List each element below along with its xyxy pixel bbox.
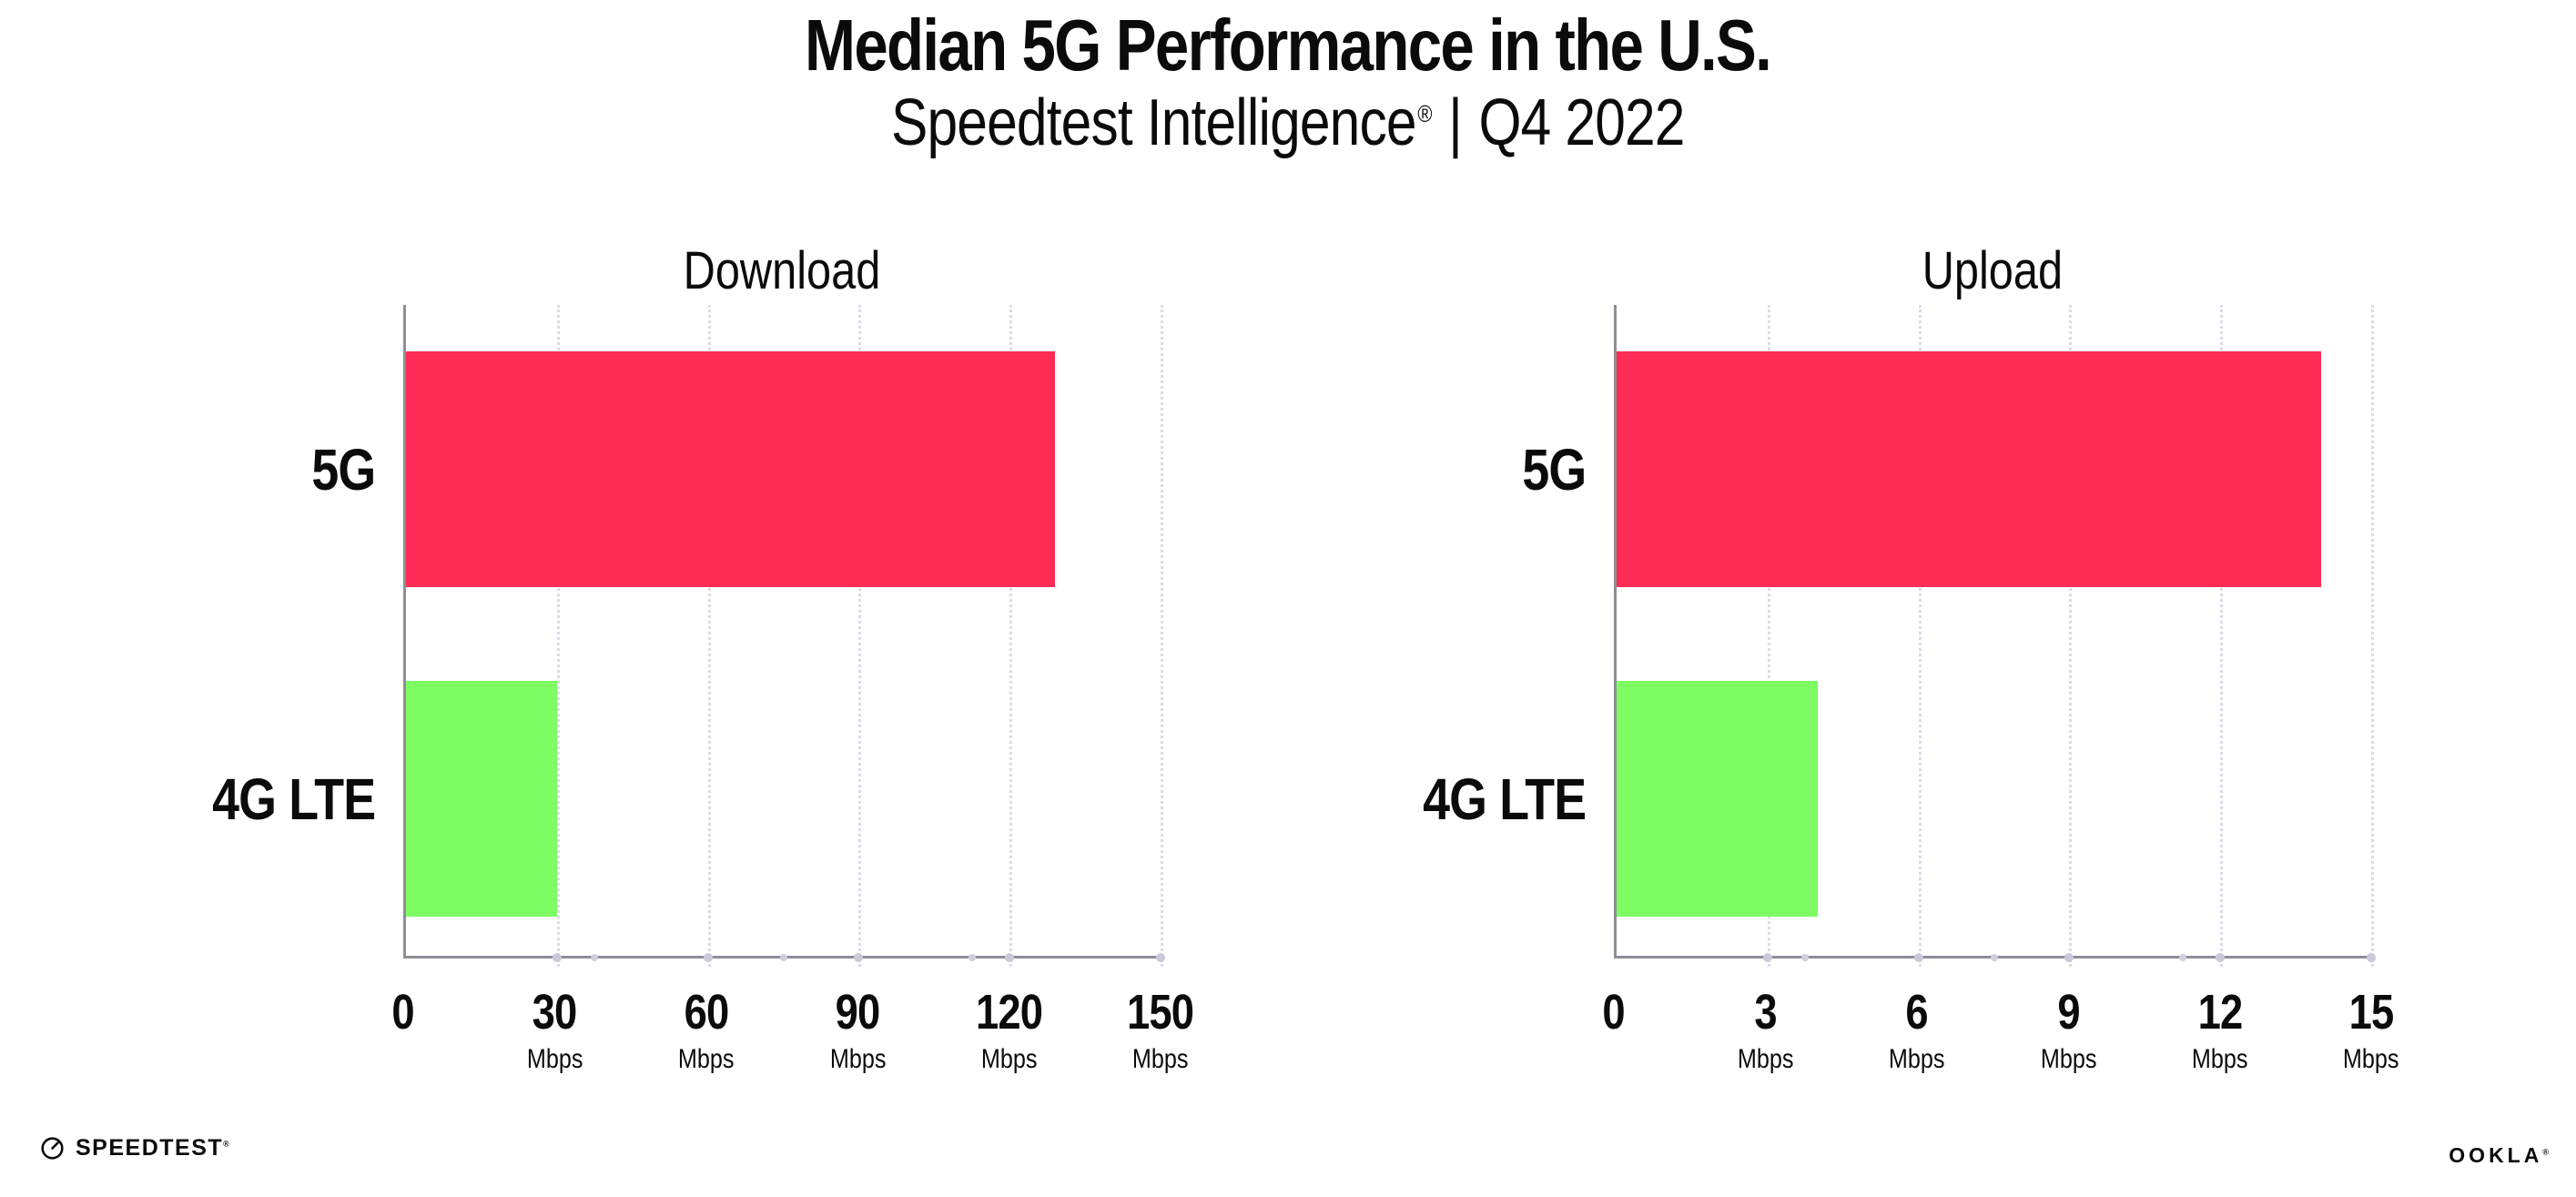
upload-chart: Upload 5G 4G LTE 0 3 Mbps 6 Mbps 9 Mbps 12 Mbps 15… [1423,241,2399,1073]
tick-label-0: 0 [1505,988,1723,1037]
minor-tick-dot [1990,954,1998,961]
ookla-logo-text: OOKLA [2449,1143,2543,1167]
tick-number: 150 [1127,985,1194,1040]
minor-tick-dot [2178,954,2186,961]
axis-tick-dot-9 [2064,953,2074,962]
speedtest-registered-mark: ® [223,1139,231,1149]
category-label-5g: 5G [1521,436,1587,502]
axis-tick-dot-150 [1156,953,1165,962]
axis-tick-dot-3 [1762,953,1772,962]
upload-plot-area: 5G 4G LTE [1423,305,2376,967]
gridline-12 [2220,305,2224,967]
axis-tick-dot-30 [552,953,562,962]
tick-unit: Mbps [829,1044,886,1074]
bar-5g [1617,350,2321,587]
gridline-60 [707,305,711,967]
gridline-3 [1767,305,1770,967]
category-label-5g: 5G [310,436,376,502]
page-subtitle: Speedtest Intelligence® | Q4 2022 [0,86,2576,160]
tick-number: 60 [684,985,729,1040]
tick-label-90: 90 Mbps [748,988,967,1073]
page-title: Median 5G Performance in the U.S. [0,5,2576,86]
gridline-120 [1009,305,1013,967]
tick-label-0: 0 [294,988,512,1037]
tick-unit: Mbps [2040,1044,2096,1074]
gridline-9 [2069,305,2073,967]
speedtest-logo: SPEEDTEST® [40,1135,230,1161]
tick-number: 0 [1602,985,1626,1040]
download-chart-title: Download [683,241,881,300]
tick-unit: Mbps [1132,1044,1189,1074]
gridline-30 [556,305,560,967]
bar-4g-lte [1617,681,1819,918]
tick-number: 15 [2348,985,2395,1040]
minor-tick-dot [591,954,599,961]
gridline-6 [1918,305,1922,967]
tick-number: 12 [2197,985,2243,1040]
tick-number: 120 [976,985,1043,1040]
tick-unit: Mbps [980,1044,1038,1074]
subtitle-period: Q4 2022 [1478,86,1686,159]
tick-number: 0 [391,985,415,1040]
tick-label-3: 3 Mbps [1656,988,1874,1073]
tick-number: 9 [2056,985,2080,1040]
tick-label-15: 15 Mbps [2262,988,2480,1073]
download-x-axis-labels: 0 30 Mbps 60 Mbps 90 Mbps 120 Mbps 150 Mbps [392,988,1195,1106]
axis-tick-dot-15 [2367,953,2376,962]
tick-label-30: 30 Mbps [445,988,664,1073]
subtitle-separator: | [1448,86,1463,159]
download-plot-area: 5G 4G LTE [212,305,1165,967]
tick-unit: Mbps [1737,1044,1794,1074]
upload-x-axis-labels: 0 3 Mbps 6 Mbps 9 Mbps 12 Mbps 15 Mbps [1603,988,2399,1106]
tick-unit: Mbps [2191,1044,2248,1074]
gridline-90 [858,305,862,967]
gridline-150 [1161,305,1163,967]
subtitle-brand: Speedtest Intelligence [891,86,1417,159]
tick-number: 6 [1905,985,1929,1040]
ookla-logo: OOKLA® [2449,1143,2549,1168]
speedtest-logo-text: SPEEDTEST® [76,1135,231,1161]
ookla-registered-mark: ® [2542,1147,2549,1157]
tick-label-60: 60 Mbps [597,988,816,1073]
registered-mark-icon: ® [1417,99,1433,127]
tick-label-6: 6 Mbps [1808,988,2026,1073]
download-chart: Download 5G 4G LTE 0 30 Mbps 60 Mbps 90 Mbps 120… [212,241,1195,1073]
tick-unit: Mbps [1888,1044,1945,1074]
tick-label-120: 120 Mbps [900,988,1119,1073]
category-label-4g-lte: 4G LTE [1422,766,1587,832]
category-label-4g-lte: 4G LTE [211,766,376,832]
bar-4g-lte [406,681,557,918]
tick-unit: Mbps [677,1044,735,1074]
header: Median 5G Performance in the U.S. Speedt… [0,5,2576,160]
tick-unit: Mbps [2343,1044,2399,1074]
tick-label-12: 12 Mbps [2111,988,2329,1073]
tick-number: 30 [532,985,578,1040]
bar-5g [406,350,1055,587]
minor-tick-dot [779,954,787,961]
minor-tick-dot [1801,954,1810,961]
tick-label-150: 150 Mbps [1051,988,1270,1073]
axis-tick-dot-60 [703,953,713,962]
axis-tick-dot-12 [2216,953,2226,962]
tick-label-9: 9 Mbps [1959,988,2177,1073]
page-title-text: Median 5G Performance in the U.S. [805,5,1772,86]
minor-tick-dot [968,954,976,961]
tick-number: 90 [835,985,881,1040]
axis-tick-dot-90 [854,953,864,962]
tick-number: 3 [1754,985,1777,1040]
gridline-15 [2371,305,2374,967]
upload-chart-title: Upload [1922,241,2064,300]
speedtest-gauge-icon [41,1137,64,1160]
tick-unit: Mbps [526,1044,583,1074]
axis-tick-dot-6 [1913,953,1923,962]
axis-tick-dot-120 [1005,953,1015,962]
